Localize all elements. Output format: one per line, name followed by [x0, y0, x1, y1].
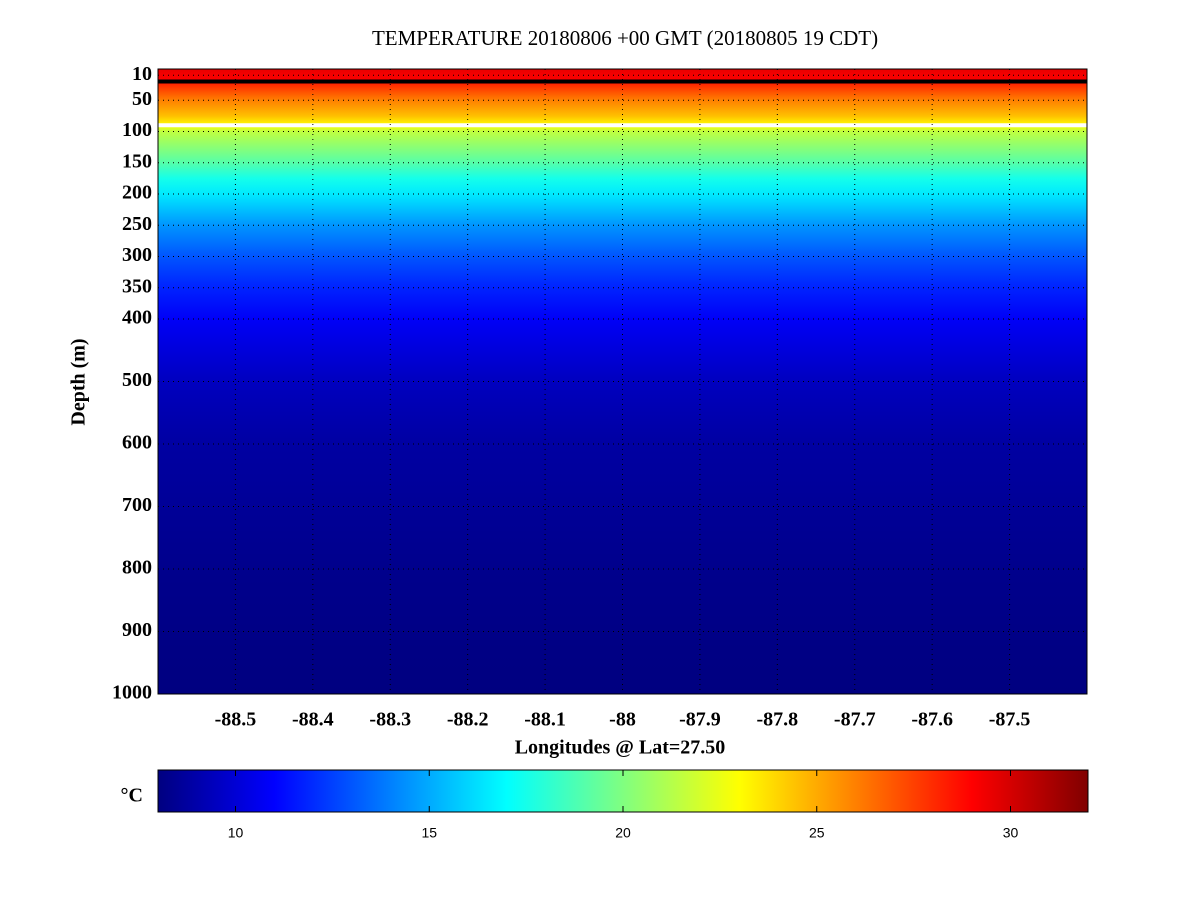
- y-tick-label: 400: [122, 307, 152, 329]
- x-tick-label: -87.9: [679, 709, 721, 731]
- y-tick-label: 350: [122, 275, 152, 297]
- x-tick-label: -87.8: [756, 709, 798, 731]
- colorbar-tick-label: 30: [1003, 825, 1019, 841]
- y-tick-label: 150: [122, 150, 152, 172]
- x-axis-label: Longitudes @ Lat=27.50: [515, 737, 726, 759]
- y-tick-label: 250: [122, 213, 152, 235]
- y-tick-label: 900: [122, 619, 152, 641]
- x-tick-label: -88: [609, 709, 636, 731]
- colorbar-label: °C: [121, 785, 143, 807]
- x-tick-label: -88.5: [215, 709, 257, 731]
- colorbar: [157, 769, 1089, 813]
- y-tick-label: 100: [122, 119, 152, 141]
- plot-frame: [157, 68, 1088, 695]
- y-tick-label: 500: [122, 369, 152, 391]
- y-tick-label: 10: [132, 63, 152, 85]
- y-tick-label: 1000: [112, 682, 152, 704]
- colorbar-tick-label: 15: [421, 825, 437, 841]
- y-tick-label: 200: [122, 182, 152, 204]
- y-axis-label: Depth (m): [68, 338, 90, 425]
- y-tick-label: 700: [122, 494, 152, 516]
- x-tick-label: -87.6: [911, 709, 953, 731]
- colorbar-tick-label: 10: [228, 825, 244, 841]
- y-tick-label: 600: [122, 432, 152, 454]
- x-tick-label: -88.2: [447, 709, 489, 731]
- x-tick-label: -87.5: [989, 709, 1031, 731]
- x-tick-label: -87.7: [834, 709, 876, 731]
- y-tick-label: 800: [122, 557, 152, 579]
- x-tick-label: -88.3: [369, 709, 411, 731]
- colorbar-tick-label: 25: [809, 825, 825, 841]
- colorbar-tick-label: 20: [615, 825, 631, 841]
- x-tick-label: -88.1: [524, 709, 566, 731]
- x-tick-label: -88.4: [292, 709, 334, 731]
- y-tick-label: 300: [122, 244, 152, 266]
- chart-title: TEMPERATURE 20180806 +00 GMT (20180805 1…: [372, 26, 878, 50]
- temperature-field: [158, 69, 1087, 694]
- y-tick-label: 50: [132, 88, 152, 110]
